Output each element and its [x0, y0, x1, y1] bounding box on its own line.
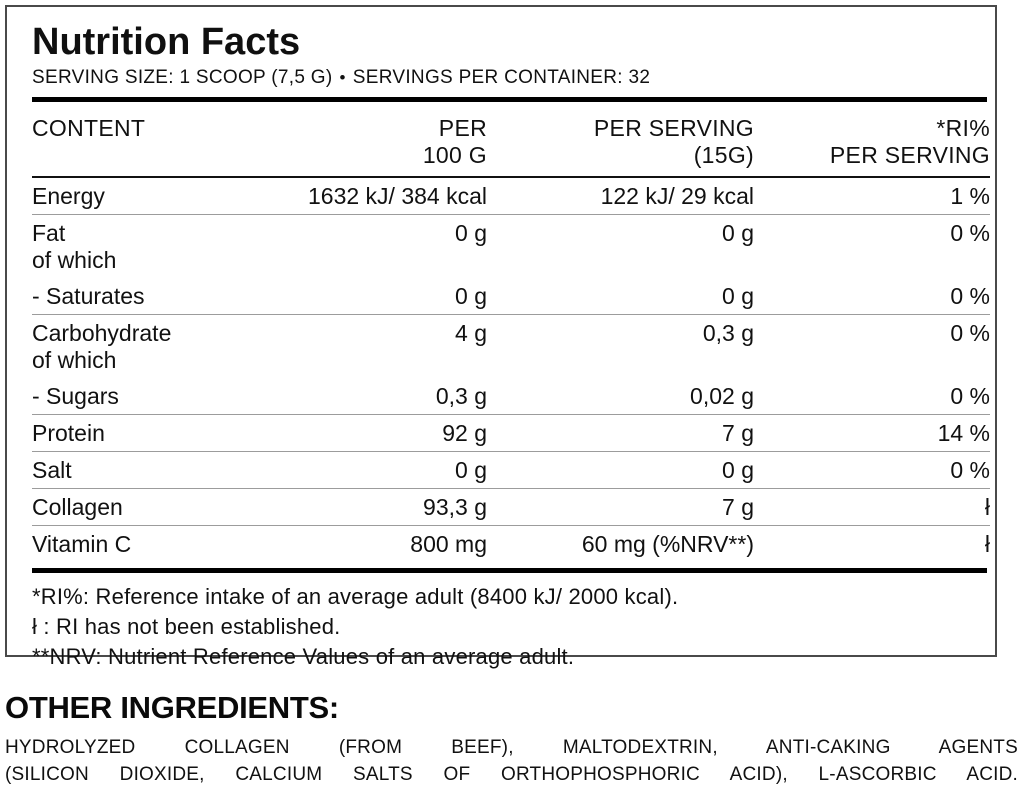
- nutrient-name: Protein: [32, 420, 105, 446]
- value-ri: 0 %: [754, 451, 990, 489]
- value-per-serving: 0,3 g: [487, 314, 754, 378]
- footnote-ri: *RI%: Reference intake of an average adu…: [32, 584, 679, 609]
- value-ri: 0 %: [754, 214, 990, 278]
- table-row-protein: Protein 92 g 7 g 14 %: [32, 414, 990, 452]
- other-ingredients-section: OTHER INGREDIENTS: HYDROLYZED COLLAGEN (…: [5, 690, 1018, 788]
- nutrition-table: CONTENT PER 100 G PER SERVING (15G) *RI%…: [32, 102, 990, 564]
- serving-size-text: SERVING SIZE: 1 SCOOP (7,5 G): [32, 67, 333, 88]
- value-per-serving: 0,02 g: [690, 383, 754, 409]
- nutrient-name: Vitamin C: [32, 531, 132, 557]
- table-row-salt: Salt 0 g 0 g 0 %: [32, 451, 990, 489]
- nutrition-facts-panel: Nutrition Facts SERVING SIZE: 1 SCOOP (7…: [5, 5, 997, 669]
- value-per-100g: 0 g: [262, 451, 487, 489]
- nutrient-name: - Saturates: [32, 283, 145, 309]
- table-row-carbohydrate: Carbohydrate of which 4 g 0,3 g 0 %: [32, 314, 990, 378]
- header-per-serving: PER SERVING (15G): [487, 102, 754, 178]
- value-per-serving: 0 g: [722, 283, 754, 309]
- value-per-100g: 800 mg: [262, 525, 487, 564]
- value-per-100g: 92 g: [262, 414, 487, 452]
- servings-per-container-text: SERVINGS PER CONTAINER: 32: [352, 67, 651, 88]
- header-ri-percent: *RI% PER SERVING: [754, 102, 990, 178]
- value-per-100g: 0,3 g: [435, 383, 487, 409]
- nutrient-name: Collagen: [32, 494, 123, 520]
- value-per-100g: 1632 kJ/ 384 kcal: [307, 183, 487, 209]
- value-ri: 14 %: [754, 414, 990, 452]
- value-per-serving: 60 mg (%NRV**): [487, 525, 754, 564]
- value-per-100g: 0 g: [262, 214, 487, 278]
- nutrient-name: Fat: [32, 220, 66, 246]
- value-per-100g: 93,3 g: [262, 488, 487, 526]
- value-ri: ł: [754, 488, 990, 526]
- serving-info-line: SERVING SIZE: 1 SCOOP (7,5 G) • SERVINGS P…: [32, 66, 987, 90]
- footnote-not-established: ł : RI has not been established.: [32, 614, 341, 639]
- nutrient-name: - Sugars: [32, 383, 119, 409]
- nutrient-name: Carbohydrate: [32, 320, 172, 346]
- footnotes: *RI%: Reference intake of an average adu…: [32, 582, 987, 672]
- value-per-100g: 0 g: [455, 283, 487, 309]
- thick-divider-top: [32, 97, 987, 102]
- other-ingredients-text: HYDROLYZED COLLAGEN (FROM BEEF), MALTODE…: [5, 734, 1018, 788]
- other-ingredients-heading: OTHER INGREDIENTS:: [5, 690, 339, 725]
- table-row-collagen: Collagen 93,3 g 7 g ł: [32, 488, 990, 526]
- nutrient-name: Salt: [32, 457, 72, 483]
- table-row-energy: Energy 1632 kJ/ 384 kcal 122 kJ/ 29 kcal…: [32, 177, 990, 215]
- nutrient-name: Energy: [32, 183, 105, 209]
- value-ri: 0 %: [950, 283, 990, 309]
- value-per-serving: 0 g: [487, 451, 754, 489]
- nutrient-subname: of which: [32, 247, 117, 273]
- header-content: CONTENT: [32, 102, 262, 178]
- panel-title: Nutrition Facts: [32, 21, 301, 63]
- value-per-100g: 4 g: [262, 314, 487, 378]
- value-per-serving: 0 g: [487, 214, 754, 278]
- thick-divider-bottom: [32, 568, 987, 573]
- value-ri: 1 %: [950, 183, 990, 209]
- ingredients-line: (SILICON DIOXIDE, CALCIUM SALTS OF ORTHO…: [5, 764, 1018, 785]
- value-per-serving: 7 g: [487, 414, 754, 452]
- value-ri: 0 %: [754, 314, 990, 378]
- bullet-separator: •: [339, 68, 346, 87]
- table-row-saturates: - Saturates 0 g 0 g 0 %: [32, 278, 990, 315]
- table-row-fat: Fat of which 0 g 0 g 0 %: [32, 214, 990, 278]
- table-row-sugars: - Sugars 0,3 g 0,02 g 0 %: [32, 378, 990, 415]
- value-ri: ł: [754, 525, 990, 564]
- ingredients-line: HYDROLYZED COLLAGEN (FROM BEEF), MALTODE…: [5, 737, 1018, 758]
- header-per-100g: PER 100 G: [262, 102, 487, 178]
- value-per-serving: 7 g: [487, 488, 754, 526]
- table-row-vitamin-c: Vitamin C 800 mg 60 mg (%NRV**) ł: [32, 525, 990, 564]
- nutrient-subname: of which: [32, 347, 117, 373]
- table-header-row: CONTENT PER 100 G PER SERVING (15G) *RI%…: [32, 102, 990, 178]
- value-per-serving: 122 kJ/ 29 kcal: [600, 183, 754, 209]
- value-ri: 0 %: [950, 383, 990, 409]
- footnote-nrv: **NRV: Nutrient Reference Values of an a…: [32, 644, 575, 669]
